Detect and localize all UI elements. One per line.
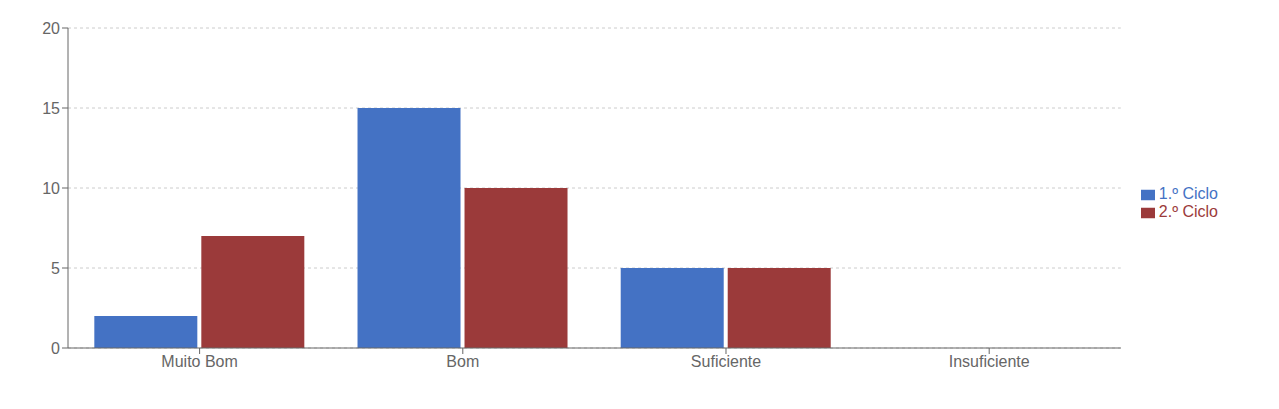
svg-text:15: 15 xyxy=(42,100,60,117)
svg-text:5: 5 xyxy=(51,260,60,277)
svg-text:Bom: Bom xyxy=(446,353,479,370)
svg-text:Insuficiente: Insuficiente xyxy=(949,353,1030,370)
svg-text:Suficiente: Suficiente xyxy=(691,353,761,370)
svg-text:10: 10 xyxy=(42,180,60,197)
html-text:1.º Ciclo: 1.º Ciclo xyxy=(1158,185,1218,202)
svg-text:Muito Bom: Muito Bom xyxy=(161,353,237,370)
svg-text:20: 20 xyxy=(42,20,60,37)
svg-text:0: 0 xyxy=(51,340,60,357)
html-text:2.º Ciclo: 2.º Ciclo xyxy=(1158,203,1218,220)
